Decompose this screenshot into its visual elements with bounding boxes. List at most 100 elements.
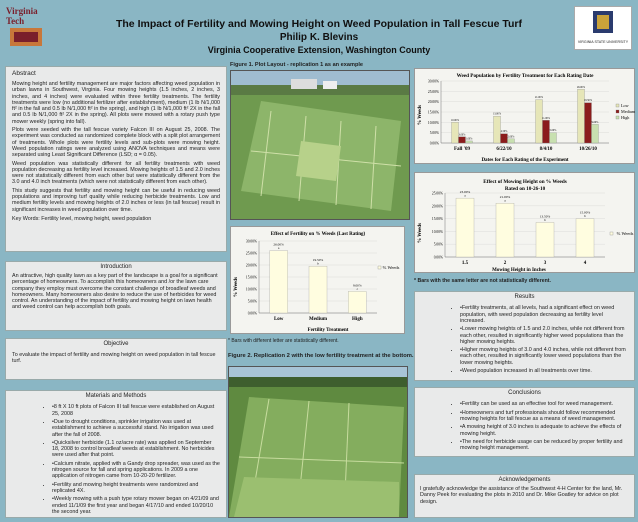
list-item: Homeowners and turf professionals should…	[460, 410, 629, 423]
bar	[507, 138, 515, 144]
y-axis-label: % Weeds	[418, 223, 423, 243]
legend-label: Medium	[621, 109, 636, 114]
y-tick-label: 5.00%	[430, 131, 439, 135]
mowing-height-chart-svg: Effect of Mowing Height on % Weeds Rated…	[418, 179, 634, 273]
data-label: 1.00%	[466, 137, 474, 140]
data-label: 26.00%	[577, 86, 586, 89]
y-tick-label: 10.00%	[432, 230, 443, 234]
list-item: Weed population increased in all treatme…	[460, 368, 629, 374]
x-tick-label: Medium	[309, 317, 328, 322]
x-tick-label: Low	[274, 317, 284, 322]
vsu-seal-icon	[593, 11, 613, 33]
data-label: 21.00%	[500, 195, 511, 199]
abstract-heading: Abstract	[12, 70, 36, 77]
bar	[493, 115, 501, 144]
legend-swatch	[615, 103, 620, 108]
x-tick-label: High	[352, 317, 363, 322]
x-tick-label: 4	[584, 261, 587, 266]
conclusions-heading: Conclusions	[508, 390, 541, 396]
bar	[542, 120, 550, 144]
y-axis-label: % Weeds	[418, 105, 423, 125]
y-tick-label: 0.00%	[248, 312, 257, 316]
x-tick-label: 3	[544, 261, 547, 266]
bar	[591, 124, 599, 144]
legend-label: % Weeds	[617, 231, 634, 236]
data-label: 4.50%	[501, 130, 509, 133]
figure1-caption: Figure 1. Plot Layout - replication 1 as…	[230, 62, 364, 68]
significance-letter: b	[544, 218, 546, 222]
data-label: 5.00%	[550, 129, 558, 132]
data-label: 2.00%	[508, 135, 516, 138]
materials-panel: Materials and Methods 8 ft X 10 ft plots…	[5, 390, 227, 518]
list-item: A mowing height of 3.0 inches is adequat…	[460, 424, 629, 437]
fertility-chart: Effect of Fertility on % Weeds (Last Rat…	[230, 226, 405, 334]
x-tick-label: 8/4/10	[540, 147, 553, 152]
introduction-heading: Introduction	[100, 264, 132, 270]
bar	[451, 122, 459, 144]
data-label: 11.00%	[542, 117, 551, 120]
poster-author: Philip K. Blevins	[279, 32, 359, 43]
list-item: Fertility can be used as an effective to…	[460, 401, 629, 407]
abstract-body: Mowing height and fertility management a…	[12, 81, 220, 213]
bar	[577, 89, 585, 144]
poster-title: The Impact of Fertility and Mowing Heigh…	[115, 18, 522, 30]
significance-letter: a	[504, 199, 506, 203]
field-plots-image	[231, 71, 409, 219]
y-tick-label: 20.00%	[432, 204, 443, 208]
objective-heading: Objective	[103, 341, 129, 347]
keywords: Key Words: Fertility level, mowing heigh…	[12, 215, 152, 222]
replication-field-image	[229, 367, 407, 517]
list-item: Higher mowing heights of 3.0 and 4.0 inc…	[460, 347, 629, 366]
bar	[465, 140, 473, 144]
acknowledgements-heading: Acknowledgements	[498, 477, 551, 483]
bar	[535, 99, 543, 144]
data-label: 10.00%	[451, 119, 460, 122]
list-item: 8 ft X 10 ft plots of Falcon III tall fe…	[52, 404, 220, 417]
significance-letter: b	[584, 214, 586, 218]
figure2-caption: Figure 2. Replication 2 with the low fer…	[228, 353, 414, 359]
legend-label: High	[621, 115, 630, 120]
x-tick-label: 2	[504, 261, 507, 266]
list-item: Fertility and mowing height treatments w…	[52, 482, 220, 495]
data-label: 13.50%	[540, 214, 551, 218]
chart-title-line: Rated on 10-26-10	[505, 186, 546, 192]
significance-letter: a	[464, 194, 466, 198]
rating-date-chart: Weed Population by Fertility Treatment f…	[414, 68, 636, 164]
y-tick-label: 25.00%	[246, 252, 257, 256]
y-tick-label: 15.00%	[432, 217, 443, 221]
data-label: 23.00%	[460, 190, 471, 194]
data-label: 9.00%	[353, 283, 362, 287]
y-tick-label: 25.00%	[428, 90, 439, 94]
objective-panel: Objective To evaluate the impact of fert…	[5, 338, 227, 380]
list-item: Calcium nitrate, applied with a Gandy dr…	[52, 461, 220, 480]
introduction-panel: Introduction An attractive, high quality…	[5, 261, 227, 331]
significance-letter: b	[317, 262, 319, 266]
data-label: 15.00%	[580, 211, 591, 215]
data-label: 19.50%	[313, 258, 324, 262]
list-item: Fertility treatments, at all levels, had…	[460, 305, 629, 324]
y-tick-label: 10.00%	[246, 288, 257, 292]
bar-note: * Bars with different letter are statist…	[228, 338, 339, 344]
acknowledgements-body: I gratefully acknowledge the assistance …	[420, 486, 623, 505]
bar	[458, 136, 466, 144]
list-item: The need for herbicide usage can be redu…	[460, 439, 629, 452]
y-tick-label: 30.00%	[428, 80, 439, 84]
bar	[269, 250, 288, 314]
y-axis-label: % Weeds	[234, 277, 239, 297]
data-label: 21.00%	[535, 96, 544, 99]
data-label: 26.00%	[273, 243, 284, 247]
materials-heading: Materials and Methods	[85, 393, 147, 399]
y-tick-label: 30.00%	[246, 240, 257, 244]
list-item: Quicksilver herbicide (1.1 oz/acre rate)…	[52, 440, 220, 459]
abstract-panel: Abstract Mowing height and fertility man…	[5, 66, 227, 252]
virginia-tech-logo: Virginia Tech	[6, 6, 46, 50]
introduction-body: An attractive, high quality lawn as a ke…	[12, 273, 218, 311]
y-tick-label: 5.00%	[434, 243, 443, 247]
chart-title: Effect of Fertility on % Weeds (Last Rat…	[271, 232, 366, 237]
y-tick-label: 0.00%	[430, 142, 439, 146]
plot-layout-photo	[230, 70, 410, 220]
x-tick-label: 10/26/10	[579, 147, 597, 152]
list-item: Weekly mowing with a push type rotary mo…	[52, 496, 220, 515]
legend-swatch	[615, 115, 620, 120]
acknowledgements-panel: Acknowledgements I gratefully acknowledg…	[414, 474, 635, 518]
